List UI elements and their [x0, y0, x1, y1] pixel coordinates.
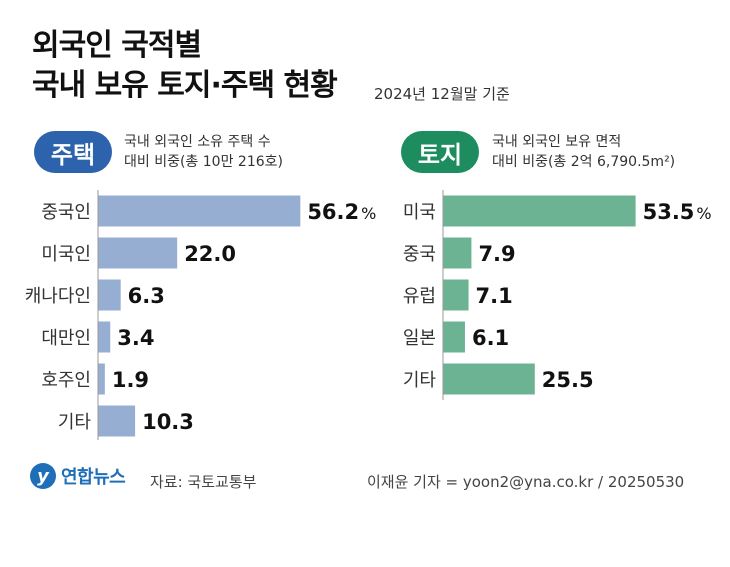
housing-value-label: 10.3: [142, 410, 194, 434]
housing-category-label: 기타: [58, 412, 92, 433]
yonhap-logo-text: 연합뉴스: [61, 467, 126, 488]
housing-bar-4: [98, 321, 111, 353]
housing-value-label: 3.4: [117, 326, 154, 350]
housing-bar-6: [98, 405, 136, 437]
land-category-label: 중국: [403, 244, 436, 265]
housing-description-line2: 대비 비중(총 10만 216호): [124, 154, 283, 170]
housing-description-line1: 국내 외국인 소유 주택 수: [124, 134, 271, 150]
land-value-label: 6.1: [472, 326, 509, 350]
land-bar-5: [443, 363, 535, 395]
land-unit-label: %: [696, 204, 711, 223]
housing-value-label: 22.0: [184, 242, 236, 266]
housing-category-label: 중국인: [41, 202, 91, 223]
source-note: 자료: 국토교통부: [150, 473, 257, 491]
land-value-label: 7.9: [478, 242, 515, 266]
housing-badge: 주택: [34, 131, 112, 173]
land-value-label: 53.5: [643, 200, 695, 224]
housing-unit-label: %: [361, 204, 376, 223]
chart-title-line1: 외국인 국적별: [32, 28, 202, 63]
land-description-line2: 대비 비중(총 2억 6,790.5m²): [492, 154, 676, 170]
land-value-label: 25.5: [542, 368, 594, 392]
land-bar-3: [443, 279, 469, 311]
housing-category-label: 캐나다인: [25, 286, 91, 307]
yonhap-logo: y 연합뉴스: [30, 463, 126, 489]
housing-bar-2: [98, 237, 178, 269]
housing-category-label: 호주인: [41, 370, 91, 391]
housing-bar-3: [98, 279, 121, 311]
land-description: 국내 외국인 보유 면적 대비 비중(총 2억 6,790.5m²): [492, 132, 675, 172]
housing-bar-5: [98, 363, 105, 395]
yonhap-logo-icon: y: [30, 463, 56, 489]
land-category-label: 미국: [403, 202, 436, 223]
land-value-label: 7.1: [476, 284, 513, 308]
land-category-label: 유럽: [403, 286, 436, 307]
chart-title-line2: 국내 보유 토지·주택 현황: [32, 68, 338, 103]
land-category-label: 일본: [403, 328, 436, 349]
land-bar-4: [443, 321, 465, 353]
credit-line: 이재윤 기자 = yoon2@yna.co.kr / 20250530: [367, 473, 685, 491]
housing-value-label: 1.9: [112, 368, 149, 392]
land-badge: 토지: [401, 131, 479, 173]
as-of-date: 2024년 12월말 기준: [374, 85, 510, 103]
land-bar-2: [443, 237, 472, 269]
housing-bar-1: [98, 195, 301, 227]
housing-value-label: 56.2: [307, 200, 359, 224]
land-description-line1: 국내 외국인 보유 면적: [492, 134, 622, 150]
land-bar-1: [443, 195, 636, 227]
housing-category-label: 미국인: [41, 244, 91, 265]
housing-category-label: 대만인: [41, 328, 91, 349]
land-category-label: 기타: [403, 370, 437, 391]
housing-description: 국내 외국인 소유 주택 수 대비 비중(총 10만 216호): [124, 132, 283, 172]
housing-value-label: 6.3: [128, 284, 165, 308]
